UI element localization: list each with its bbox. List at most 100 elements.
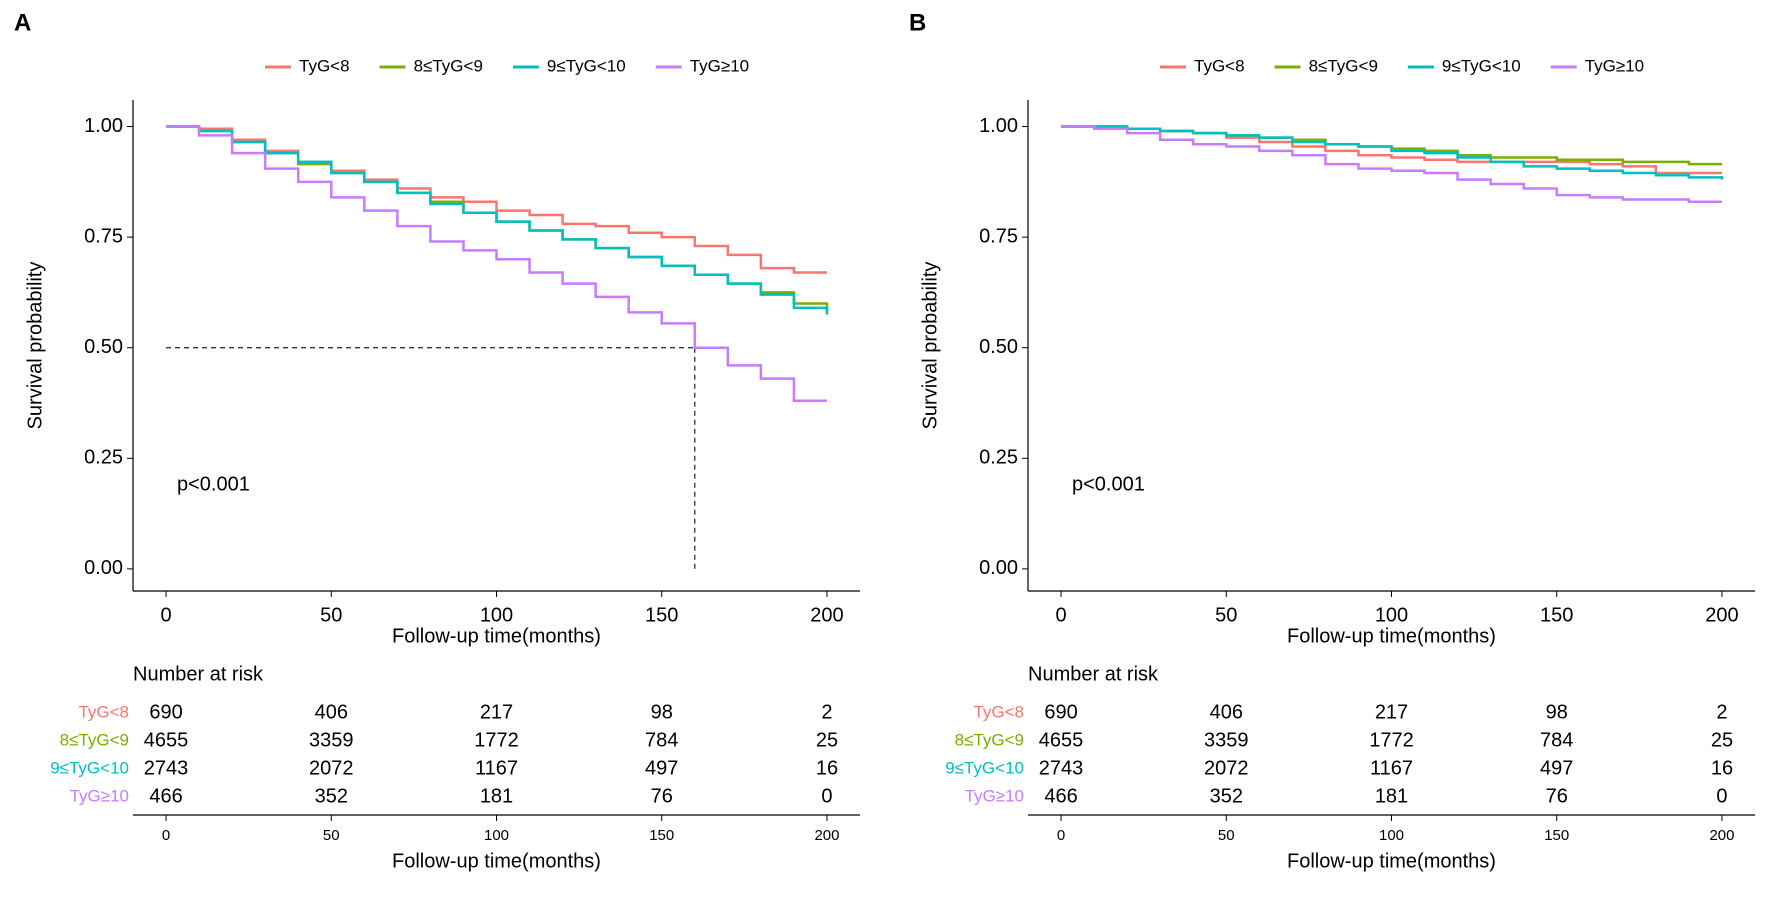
survival-curve [166,125,829,315]
risk-table-title: Number at risk [1028,663,1159,685]
risk-count: 181 [480,785,513,807]
survival-curve [1061,125,1724,180]
risk-row-label: TyG<8 [78,702,129,721]
x-tick-label: 200 [1705,604,1738,626]
x-tick-label: 150 [645,604,678,626]
risk-count: 3359 [1204,729,1249,751]
risk-count: 497 [645,757,678,779]
risk-count: 76 [651,785,673,807]
risk-count: 98 [651,701,673,723]
panel-label: B [909,9,926,36]
x-tick-label: 50 [1215,604,1237,626]
y-tick-label: 0.50 [979,336,1018,358]
risk-row-label: TyG≥10 [965,786,1024,805]
risk-count: 1772 [474,729,519,751]
risk-count: 784 [1540,729,1573,751]
y-tick-label: 0.75 [84,225,123,247]
risk-count: 2072 [309,757,354,779]
risk-count: 217 [480,701,513,723]
risk-count: 690 [1044,701,1077,723]
legend-label: 9≤TyG<10 [547,56,626,75]
risk-x-axis-title: Follow-up time(months) [1287,850,1496,872]
risk-count: 466 [149,785,182,807]
x-tick-label: 100 [480,604,513,626]
risk-row-label: 9≤TyG<10 [945,758,1024,777]
risk-x-tick-label: 100 [484,827,509,844]
y-axis-title: Survival probability [919,262,941,430]
panel-label: A [14,9,31,36]
risk-count: 16 [816,757,838,779]
survival-curve [166,125,827,403]
x-tick-label: 200 [810,604,843,626]
legend-label: TyG≥10 [1585,56,1644,75]
y-tick-label: 0.00 [979,557,1018,579]
risk-row-label: 9≤TyG<10 [50,758,129,777]
y-tick-label: 0.00 [84,557,123,579]
risk-x-tick-label: 150 [649,827,674,844]
x-tick-label: 150 [1540,604,1573,626]
risk-count: 4655 [144,729,189,751]
risk-x-axis-title: Follow-up time(months) [392,850,601,872]
risk-count: 0 [821,785,832,807]
y-tick-label: 0.75 [979,225,1018,247]
risk-row-label: 8≤TyG<9 [955,730,1024,749]
risk-count: 76 [1546,785,1568,807]
risk-count: 181 [1375,785,1408,807]
survival-curve [166,125,827,274]
x-axis-title: Follow-up time(months) [392,625,601,647]
risk-x-tick-label: 150 [1544,827,1569,844]
annotation: p<0.001 [1072,473,1145,495]
risk-row-label: 8≤TyG<9 [60,730,129,749]
risk-x-tick-label: 100 [1379,827,1404,844]
risk-count: 406 [315,701,348,723]
risk-count: 2 [821,701,832,723]
x-axis-title: Follow-up time(months) [1287,625,1496,647]
risk-x-tick-label: 50 [1218,827,1235,844]
risk-row-label: TyG<8 [973,702,1024,721]
risk-count: 352 [315,785,348,807]
x-tick-label: 0 [160,604,171,626]
x-tick-label: 100 [1375,604,1408,626]
risk-count: 466 [1044,785,1077,807]
annotation: p<0.001 [177,473,250,495]
risk-count: 784 [645,729,678,751]
x-tick-label: 0 [1055,604,1066,626]
risk-count: 16 [1711,757,1733,779]
risk-count: 217 [1375,701,1408,723]
y-tick-label: 0.25 [979,447,1018,469]
legend-label: 8≤TyG<9 [1309,56,1378,75]
risk-row-label: TyG≥10 [70,786,129,805]
panel: B TyG<8 8≤TyG<9 9≤TyG<10 TyG≥10 0.00 0.25 0.50 0… [909,9,1755,872]
legend-label: 9≤TyG<10 [1442,56,1521,75]
risk-x-tick-label: 200 [814,827,839,844]
risk-count: 406 [1210,701,1243,723]
risk-count: 0 [1716,785,1727,807]
risk-count: 690 [149,701,182,723]
risk-count: 1167 [475,757,518,779]
risk-x-tick-label: 200 [1709,827,1734,844]
legend-label: TyG<8 [1194,56,1245,75]
x-tick-label: 50 [320,604,342,626]
risk-count: 2743 [1039,757,1084,779]
risk-count: 1772 [1369,729,1414,751]
risk-x-tick-label: 0 [162,827,170,844]
risk-count: 2743 [144,757,189,779]
risk-count: 2072 [1204,757,1249,779]
risk-count: 25 [816,729,838,751]
risk-count: 98 [1546,701,1568,723]
legend-label: 8≤TyG<9 [414,56,483,75]
risk-count: 1167 [1370,757,1413,779]
risk-x-tick-label: 50 [323,827,340,844]
legend-label: TyG≥10 [690,56,749,75]
risk-count: 4655 [1039,729,1084,751]
risk-x-tick-label: 0 [1057,827,1065,844]
risk-count: 352 [1210,785,1243,807]
y-tick-label: 1.00 [84,115,123,137]
y-axis-title: Survival probability [24,262,46,430]
risk-count: 497 [1540,757,1573,779]
risk-table-title: Number at risk [133,663,264,685]
survival-curve [1061,125,1722,203]
risk-count: 3359 [309,729,354,751]
y-tick-label: 0.50 [84,336,123,358]
